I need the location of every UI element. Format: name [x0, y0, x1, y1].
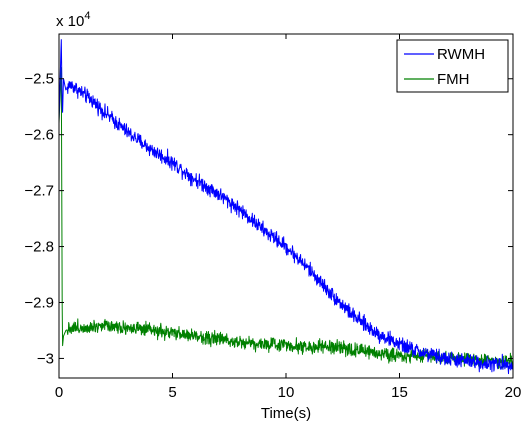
- x-tick-label: 0: [55, 384, 63, 401]
- legend-label-rwmh: RWMH: [437, 46, 485, 63]
- y-multiplier-exponent: 4: [84, 10, 90, 22]
- ticks-layer: 0 5 10 15 20 −2.5 −2.6 −2.7 −2.8 −2.9 −3: [24, 34, 521, 401]
- x-tick-label: 15: [391, 384, 408, 401]
- legend-box: [396, 39, 509, 93]
- y-tick-label: −2.6: [24, 127, 54, 144]
- y-tick-label: −2.7: [24, 183, 54, 200]
- y-tick-label: −3: [37, 350, 54, 367]
- y-multiplier-label: x 104: [56, 10, 90, 30]
- y-tick-label: −2.8: [24, 239, 54, 256]
- x-axis-label: Time(s): [261, 405, 311, 422]
- y-tick-label: −2.9: [24, 294, 54, 311]
- legend-label-fmh: FMH: [437, 71, 470, 88]
- x-tick-label: 10: [278, 384, 295, 401]
- y-tick-label: −2.5: [24, 71, 54, 88]
- legend: RWMH FMH: [396, 39, 509, 93]
- series-layer: [58, 39, 514, 375]
- series-line-rwmh: [58, 39, 514, 375]
- x-tick-label: 5: [168, 384, 176, 401]
- x-tick-label: 20: [505, 384, 522, 401]
- y-multiplier-base: x 10: [56, 13, 84, 30]
